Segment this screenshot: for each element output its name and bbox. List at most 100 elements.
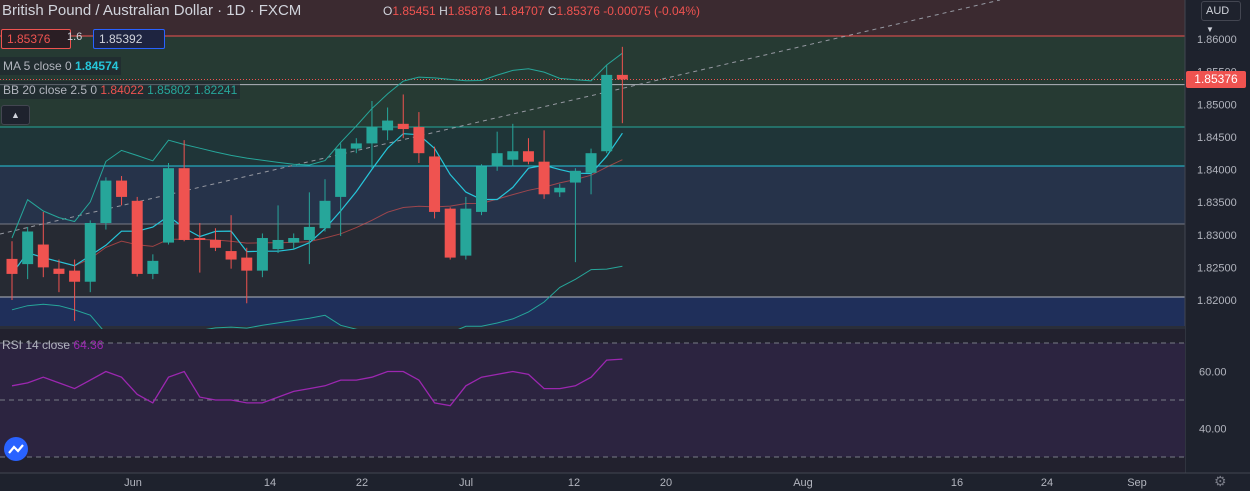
y-tick-label-0: 1.86000 [1197,34,1237,46]
candle-body-28 [444,208,456,258]
logo-mark-icon [8,444,24,454]
y-tick-label-8: 1.82000 [1197,295,1237,307]
candle-body-15 [241,257,253,271]
bb-upper-band [11,52,623,239]
candle-body-33 [522,151,534,162]
panel-separator [0,326,1185,329]
candle-body-34 [538,161,550,195]
high-value: 1.85878 [447,4,492,18]
close-value: 1.85376 [556,4,600,18]
tradingview-logo-icon[interactable] [4,437,28,461]
y-tick-label-5: 1.83500 [1197,197,1237,209]
candle-body-18 [288,238,300,243]
change-value: -0.00075 (-0.04%) [603,4,700,18]
candle-body-22 [350,143,362,149]
time-axis-panel [0,473,1250,491]
x-tick-label-7: 16 [951,477,963,489]
candle-body-20 [319,200,331,229]
zone-band-0 [0,0,1185,36]
x-tick-label-3: Jul [459,477,473,489]
currency-selector[interactable]: AUD ▼ [1201,1,1241,34]
rsi-label: RSI 14 close [2,338,71,352]
rsi-legend[interactable]: RSI 14 close 64.36 [2,338,103,352]
zone-band-4 [0,224,1185,297]
candle-body-4 [69,270,81,282]
x-tick-label-8: 24 [1041,477,1053,489]
x-tick-label-2: 22 [356,477,368,489]
y-tick-label-6: 1.83000 [1197,230,1237,242]
candle-body-16 [256,238,268,271]
low-value: 1.84707 [501,4,545,18]
y-tick-label-3: 1.84500 [1197,132,1237,144]
candle-body-14 [225,251,237,260]
ma-value: 1.84574 [75,59,119,73]
candle-body-1 [22,231,34,265]
chevron-up-icon: ▲ [11,110,20,120]
y-tick-label-4: 1.84000 [1197,165,1237,177]
ohlc-readout: O1.85451 H1.85878 L1.84707 C1.85376 -0.0… [383,4,700,18]
candle-body-36 [569,170,581,183]
chevron-down-icon: ▼ [1206,25,1214,34]
zone-band-3 [0,166,1185,224]
spread-value: 1.6 [67,31,83,43]
candle-body-32 [507,151,519,160]
candle-body-13 [209,239,221,248]
zone-band-5 [0,297,1185,326]
candle-body-19 [303,226,315,240]
rsi-value: 64.36 [73,338,104,352]
bb-legend[interactable]: BB 20 close 2.5 0 1.84022 1.85802 1.8224… [0,81,241,99]
bb-basis-value: 1.84022 [100,83,144,97]
y-tick-label-2: 1.85000 [1197,99,1237,111]
candle-body-30 [476,166,487,212]
x-tick-label-0: Jun [124,477,142,489]
candle-body-35 [554,187,566,193]
candle-body-38 [601,74,613,152]
bb-lower-value: 1.82241 [193,83,238,97]
candle-body-29 [460,208,472,256]
candle-body-6 [100,180,112,224]
candle-body-12 [194,238,206,240]
ma-line [11,132,623,275]
open-value: 1.85451 [392,4,436,18]
candle-body-21 [335,148,347,197]
candle-body-11 [178,168,190,240]
candle-body-26 [413,127,425,154]
rsi-band-fill [0,343,1185,457]
candle-body-39 [616,74,628,80]
buy-price-button[interactable]: 1.85392 [93,29,165,49]
candle-body-7 [116,180,128,197]
x-tick-label-6: Aug [793,477,813,489]
bb-upper-value: 1.85802 [147,83,191,97]
settings-gear-icon[interactable]: ⚙ [1214,473,1227,489]
candle-body-24 [382,120,394,131]
candle-body-0 [6,258,18,274]
bb-basis-line [11,159,623,275]
candle-body-9 [147,260,159,274]
x-tick-label-5: 20 [660,477,672,489]
candle-body-10 [163,168,174,243]
candle-body-27 [429,156,441,212]
last-price-tag: 1.85376 [1186,71,1246,88]
bb-label: BB 20 close 2.5 0 [3,83,98,97]
rsi-tick-label-1: 40.00 [1199,424,1227,436]
candle-body-37 [585,153,597,173]
ma-legend[interactable]: MA 5 close 0 1.84574 [0,57,122,75]
x-tick-label-9: Sep [1127,477,1147,489]
candle-body-17 [272,239,284,250]
candle-body-3 [53,268,65,274]
sell-price-button[interactable]: 1.85376 [1,29,71,49]
x-tick-label-4: 12 [568,477,580,489]
rsi-tick-label-0: 60.00 [1199,367,1227,379]
collapse-legend-button[interactable]: ▲ [1,105,30,125]
ma-label: MA 5 close 0 [3,59,72,73]
symbol-title[interactable]: British Pound / Australian Dollar · 1D ·… [2,2,302,19]
candle-body-2 [37,244,49,268]
candle-body-31 [491,153,503,167]
candle-body-23 [366,127,378,144]
candle-body-5 [84,223,96,282]
currency-label: AUD [1206,5,1230,17]
candle-body-8 [131,200,143,274]
x-tick-label-1: 14 [264,477,276,489]
y-tick-label-7: 1.82500 [1197,262,1237,274]
